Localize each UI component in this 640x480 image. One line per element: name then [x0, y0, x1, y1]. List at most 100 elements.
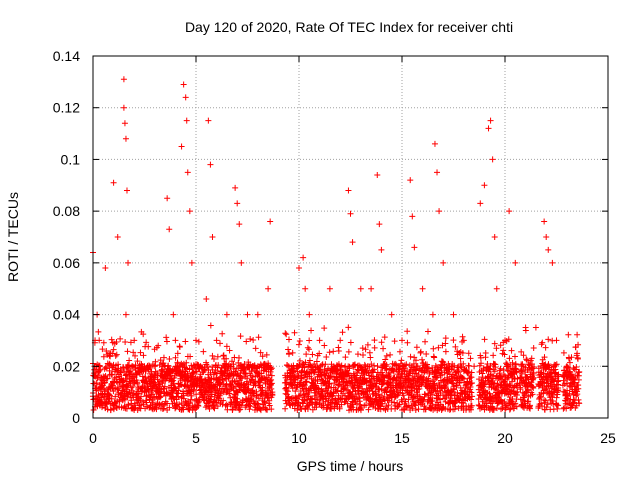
roti-point: [226, 347, 233, 354]
roti-point: [134, 380, 141, 387]
roti-point: [249, 387, 256, 394]
roti-point: [257, 349, 264, 356]
roti-point: [265, 285, 272, 292]
roti-point: [123, 187, 130, 194]
roti-point: [356, 395, 363, 402]
roti-point: [145, 343, 152, 350]
y-tick-label: 0.02: [53, 358, 80, 374]
roti-point: [407, 353, 414, 360]
roti-point: [530, 344, 537, 351]
roti-point: [172, 385, 179, 392]
roti-point: [371, 344, 378, 351]
roti-point: [318, 362, 325, 369]
roti-point: [234, 398, 241, 405]
roti-point: [381, 334, 388, 341]
roti-point: [288, 381, 295, 388]
roti-point: [372, 388, 379, 395]
roti-point: [345, 324, 352, 331]
roti-point: [316, 337, 323, 344]
roti-point: [172, 354, 179, 361]
roti-point: [230, 361, 237, 368]
roti-point: [202, 404, 209, 411]
roti-point: [306, 346, 313, 353]
roti-point: [250, 336, 257, 343]
roti-point: [459, 333, 466, 340]
roti-point: [399, 337, 405, 344]
roti-point: [283, 384, 290, 391]
roti-point: [258, 370, 265, 377]
roti-point: [337, 337, 344, 344]
roti-point: [285, 351, 292, 358]
roti-point: [323, 354, 330, 361]
roti-point: [164, 195, 171, 202]
roti-point: [206, 405, 213, 412]
roti-point: [321, 342, 328, 349]
roti-point: [402, 365, 409, 372]
roti-point: [188, 259, 195, 266]
data-points: [89, 76, 583, 414]
roti-point: [147, 364, 154, 371]
roti-point: [244, 375, 251, 382]
roti-point: [198, 375, 205, 382]
roti-point: [182, 374, 189, 381]
roti-point: [187, 399, 194, 406]
roti-point: [237, 406, 244, 413]
roti-point: [292, 388, 299, 395]
roti-point: [304, 406, 311, 413]
roti-point: [255, 395, 262, 402]
roti-point: [120, 76, 127, 83]
roti-point: [362, 346, 369, 353]
roti-point: [137, 349, 144, 356]
roti-point: [269, 392, 276, 399]
roti-point: [387, 351, 394, 358]
roti-point: [360, 352, 367, 359]
roti-point: [220, 397, 227, 404]
roti-point: [237, 333, 244, 340]
roti-point: [174, 390, 181, 397]
roti-point: [413, 344, 420, 351]
roti-point: [244, 387, 251, 394]
roti-point: [186, 366, 193, 373]
roti-point: [553, 337, 560, 344]
roti-point: [137, 393, 144, 400]
roti-point: [500, 347, 507, 354]
roti-point: [223, 343, 230, 350]
roti-point: [232, 184, 239, 191]
roti-point: [574, 355, 581, 362]
roti-point: [457, 355, 464, 362]
roti-point: [367, 394, 374, 401]
roti-point: [295, 399, 302, 406]
roti-point: [379, 381, 386, 388]
roti-point: [255, 334, 262, 341]
roti-point: [349, 388, 356, 395]
roti-point: [184, 169, 191, 176]
roti-point: [263, 351, 270, 358]
roti-point: [130, 349, 137, 356]
roti-point: [306, 337, 313, 344]
roti-point: [134, 358, 141, 365]
roti-point: [161, 383, 168, 390]
roti-point: [403, 361, 410, 368]
roti-point: [143, 339, 150, 346]
roti-point: [210, 355, 217, 362]
roti-point: [344, 400, 351, 407]
roti-point: [113, 374, 120, 381]
roti-point: [511, 353, 518, 360]
roti-point: [124, 348, 131, 355]
roti-point: [193, 337, 199, 344]
roti-point: [180, 392, 187, 399]
roti-point: [303, 378, 310, 385]
roti-point: [160, 354, 167, 361]
roti-point: [214, 403, 221, 410]
roti-point: [267, 366, 274, 373]
roti-point: [371, 337, 378, 344]
roti-point: [321, 325, 328, 332]
roti-point: [160, 405, 167, 412]
roti-point: [374, 363, 381, 370]
roti-point: [261, 375, 268, 382]
roti-point: [285, 346, 292, 353]
roti-point: [195, 338, 202, 345]
roti-point: [264, 363, 271, 370]
roti-point: [121, 120, 128, 127]
roti-point: [200, 348, 207, 355]
